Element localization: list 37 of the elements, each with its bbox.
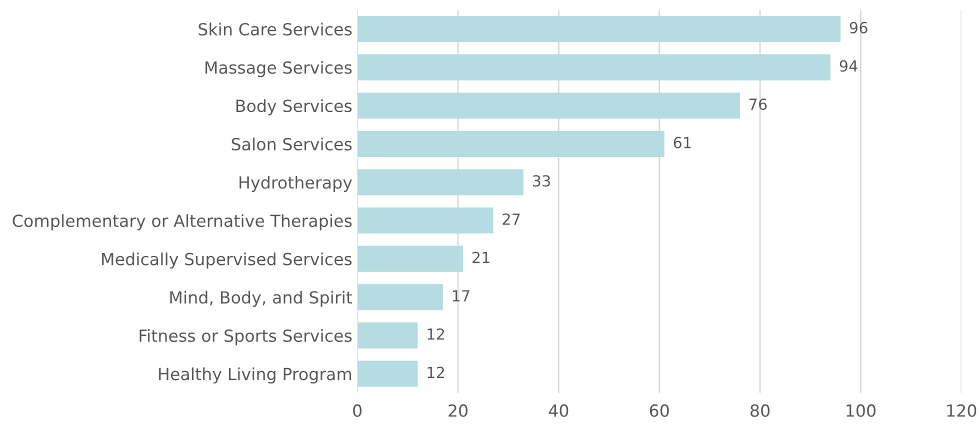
data-label: 94 [840,60,858,72]
bar [357,360,418,387]
y-tick-label: Hydrotherapy [240,176,352,192]
data-label: 21 [472,252,490,264]
y-tick-label: Skin Care Services [198,22,352,36]
data-label: 27 [502,213,520,225]
x-tick-label: 60 [650,404,669,417]
data-label: 12 [428,366,444,378]
data-label: 12 [428,328,444,340]
bar [357,246,464,272]
y-tick-label: Mind, Body, and Spirit [170,290,352,307]
bar [357,322,418,348]
bar [357,92,740,119]
x-tick-label: 0 [353,404,362,417]
bar [357,284,443,310]
y-tick-label: Massage Services [206,60,352,78]
y-tick-label: Medically Supervised Services [102,252,352,269]
data-label: 17 [452,290,470,302]
bar [357,169,524,196]
x-tick-label: 80 [750,404,770,417]
x-tick-label: 20 [448,404,468,417]
bar [357,130,664,157]
data-label: 61 [674,136,691,148]
y-tick-label: Complementary or Alternative Therapies [12,214,352,230]
bar [357,54,830,80]
data-label: 76 [749,98,767,110]
x-tick-label: 120 [947,404,976,417]
bar [357,16,841,42]
x-tick-label: 100 [846,404,876,417]
data-label: 96 [850,22,868,34]
y-tick-label: Body Services [236,99,352,116]
x-tick-label: 40 [548,404,568,417]
y-tick-label: Salon Services [232,138,352,150]
bar [357,208,494,234]
y-tick-label: Healthy Living Program [159,367,352,384]
data-label: 33 [532,175,550,187]
y-tick-label: Fitness or Sports Services [140,329,352,346]
